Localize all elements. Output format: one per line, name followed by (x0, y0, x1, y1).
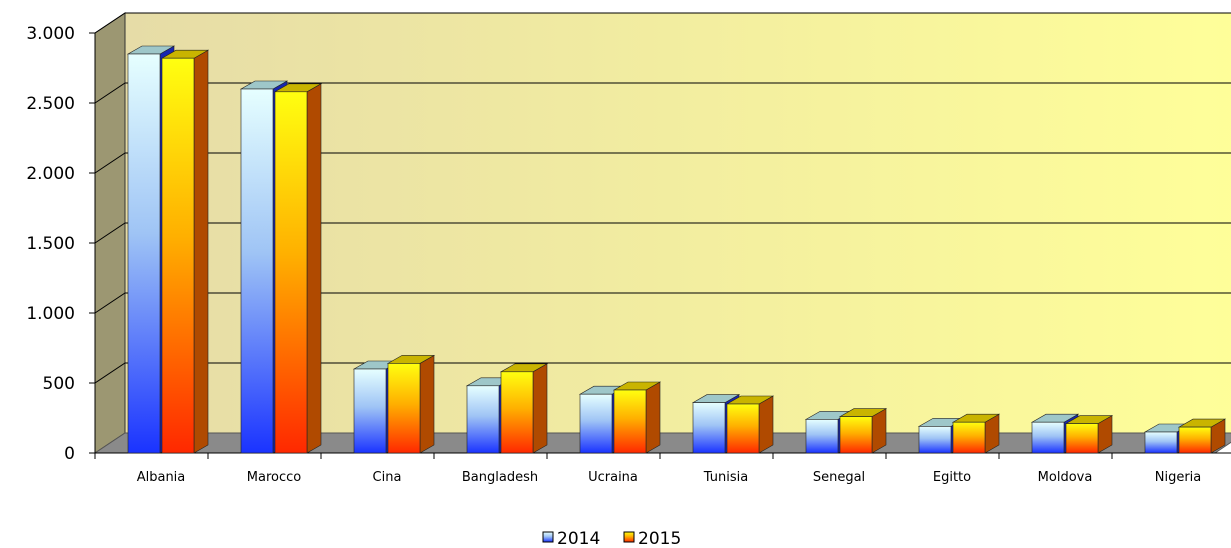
bar-front (918, 426, 952, 454)
bar-front (127, 53, 161, 454)
legend-item-2015: 2015 (623, 529, 681, 548)
gridline (94, 12, 1231, 34)
bar-front (1144, 431, 1178, 454)
bar-front (1031, 421, 1065, 454)
bar-front (240, 88, 274, 454)
bar-front (726, 403, 760, 454)
legend: 2014 2015 (542, 529, 681, 548)
bar-front (353, 368, 387, 454)
gridlines (94, 12, 1231, 384)
bar-front (161, 57, 195, 454)
bar-side (193, 49, 209, 454)
y-tick-label: 2.500 (26, 94, 75, 114)
x-tick-label: Ucraina (588, 470, 638, 485)
legend-label-2015: 2015 (638, 529, 681, 548)
bar-front (579, 393, 613, 454)
legend-swatch-2015 (623, 531, 635, 543)
x-tick-label: Nigeria (1155, 470, 1202, 485)
bar-bangladesh-2015 (499, 363, 549, 454)
x-tick-label: Moldova (1038, 470, 1093, 485)
bar-front (839, 416, 873, 454)
bar-ucraina-2015 (612, 381, 662, 454)
bar-tunisia-2015 (725, 395, 775, 454)
bar-side (419, 354, 435, 454)
bar-egitto-2015 (951, 413, 1001, 454)
legend-item-2014: 2014 (542, 529, 600, 548)
bar-senegal-2015 (838, 408, 888, 454)
y-axis: 0 500 1.000 1.500 2.000 2.500 3.000 (26, 24, 95, 464)
bar-front (692, 402, 726, 454)
x-tick-label: Cina (373, 470, 402, 485)
y-tick-label: 1.500 (26, 234, 75, 254)
bars (126, 45, 1227, 454)
bar-front (805, 419, 839, 454)
gridline (94, 362, 1231, 384)
bar-front (952, 421, 986, 454)
bar-side (758, 395, 774, 454)
gridline (94, 82, 1231, 104)
legend-swatch-2014 (542, 531, 554, 543)
bar-nigeria-2015 (1177, 418, 1227, 454)
y-tick-label: 2.000 (26, 164, 75, 184)
x-axis: Albania Marocco Cina Bangladesh Ucraina Tunis… (94, 453, 1202, 485)
bar-front (500, 371, 534, 454)
bar-albania-2015 (160, 49, 210, 454)
bar-front (387, 363, 421, 454)
x-tick-label: Senegal (813, 470, 865, 485)
bar-front (1065, 423, 1099, 454)
legend-label-2014: 2014 (557, 529, 600, 548)
bar-moldova-2015 (1064, 415, 1114, 454)
bar-side (645, 381, 661, 454)
y-tick-label: 0 (64, 444, 75, 464)
bar-side (532, 363, 548, 454)
bar-cina-2015 (386, 354, 436, 454)
bar-front (274, 91, 308, 454)
bar-front (1178, 426, 1212, 454)
bar-front (613, 389, 647, 454)
x-tick-label: Tunisia (703, 470, 748, 485)
x-tick-label: Marocco (247, 470, 301, 485)
x-tick-label: Egitto (933, 470, 971, 485)
bar-side (306, 83, 322, 454)
gridline (94, 292, 1231, 314)
y-tick-label: 3.000 (26, 24, 75, 44)
gridline (94, 152, 1231, 174)
x-tick-label: Albania (137, 470, 186, 485)
y-tick-label: 500 (43, 374, 75, 394)
gridline (94, 222, 1231, 244)
bar-front (466, 385, 500, 454)
y-tick-label: 1.000 (26, 304, 75, 324)
bar-marocco-2015 (273, 83, 323, 454)
x-tick-label: Bangladesh (462, 470, 538, 485)
